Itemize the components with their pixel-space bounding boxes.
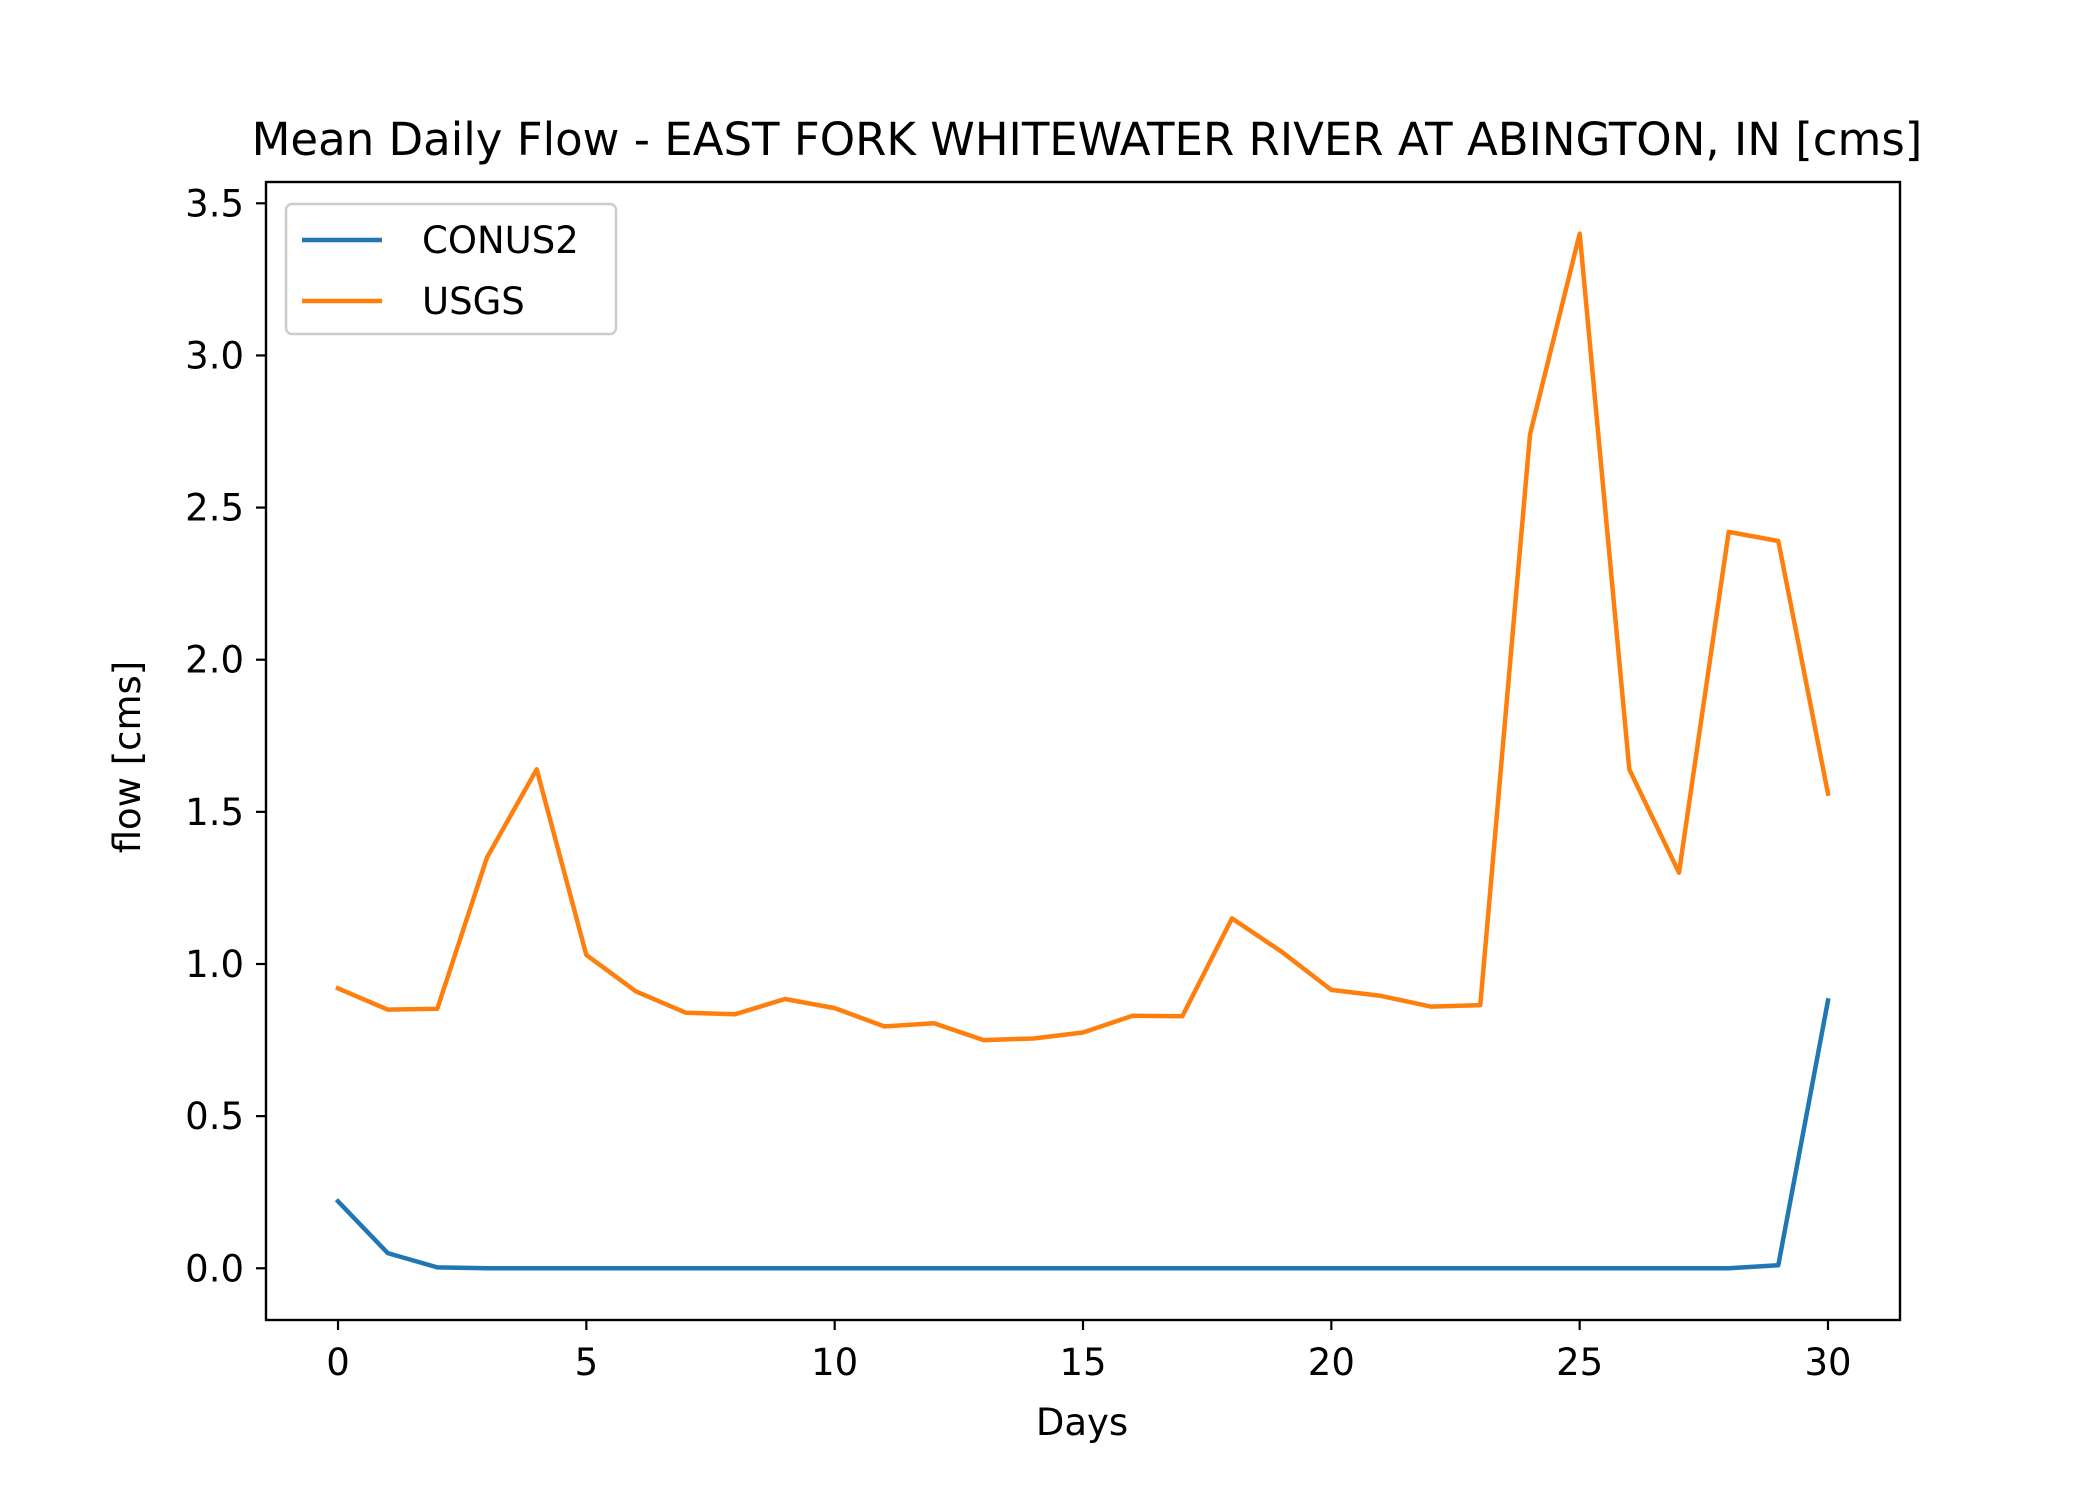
legend: CONUS2 USGS (284, 202, 618, 336)
y-tick-label: 2.5 (185, 487, 244, 530)
x-axis-ticks: 0 5 10 15 20 25 30 (326, 1320, 1852, 1384)
series-line-usgs (335, 231, 1831, 1043)
y-axis-ticks: 0.0 0.5 1.0 1.5 2.0 2.5 3.0 3.5 (185, 182, 266, 1290)
y-tick-label: 1.5 (185, 791, 244, 834)
y-tick-label: 2.0 (185, 639, 244, 682)
x-axis-label: Days (1036, 1401, 1128, 1444)
plot-frame (264, 180, 1902, 1322)
x-tick-label: 5 (575, 1341, 599, 1384)
x-tick-label: 15 (1059, 1341, 1106, 1384)
legend-label-usgs: USGS (422, 280, 525, 323)
x-tick-label: 20 (1308, 1341, 1355, 1384)
y-tick-label: 3.0 (185, 334, 244, 377)
x-tick-label: 25 (1556, 1341, 1603, 1384)
y-tick-label: 3.5 (185, 182, 244, 225)
chart-title: Mean Daily Flow - EAST FORK WHITEWATER R… (252, 113, 1923, 166)
x-tick-label: 10 (811, 1341, 858, 1384)
y-tick-label: 0.5 (185, 1095, 244, 1138)
series-layer (334, 231, 1831, 1271)
series-line-conus2 (334, 997, 1831, 1271)
x-tick-label: 0 (326, 1341, 350, 1384)
y-tick-label: 0.0 (185, 1247, 244, 1290)
y-axis-label: flow [cms] (106, 661, 149, 854)
x-tick-label: 30 (1804, 1341, 1851, 1384)
y-tick-label: 1.0 (185, 943, 244, 986)
legend-label-conus2: CONUS2 (422, 219, 579, 262)
